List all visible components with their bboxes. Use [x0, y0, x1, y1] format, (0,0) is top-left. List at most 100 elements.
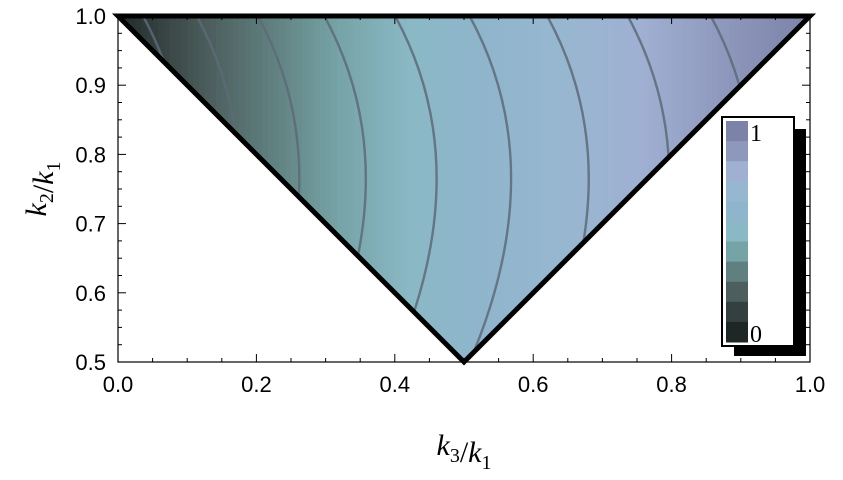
- heat-strip: [469, 16, 477, 362]
- heat-strip: [504, 16, 511, 362]
- heat-strip: [360, 16, 367, 362]
- legend-swatch: [726, 141, 748, 162]
- x-tick-label: 1.0: [795, 372, 826, 397]
- legend-swatch: [726, 241, 748, 263]
- y-tick-label: 0.8: [75, 142, 106, 167]
- legend-swatch: [726, 261, 748, 283]
- heat-strip: [533, 16, 540, 362]
- heat-strip: [152, 16, 159, 362]
- x-axis-label: k3/k1: [437, 429, 492, 474]
- colorbar-legend: 1 0: [721, 116, 806, 356]
- heat-strip: [192, 16, 200, 362]
- heat-strip: [377, 16, 384, 362]
- heat-strip: [210, 16, 217, 362]
- heat-strip: [694, 16, 702, 362]
- x-tick-label: 0.4: [380, 372, 411, 397]
- heat-strip: [579, 16, 586, 362]
- heat-strip: [498, 16, 505, 362]
- heat-strip: [135, 16, 142, 362]
- x-tick-labels: 0.0 0.2 0.4 0.6 0.8 1.0: [103, 372, 826, 397]
- heat-strip: [239, 16, 246, 362]
- heat-strip: [671, 16, 678, 362]
- heat-strip: [625, 16, 632, 362]
- heat-strip: [475, 16, 482, 362]
- heat-strip: [613, 16, 621, 362]
- heat-strip: [383, 16, 390, 362]
- heat-strip: [435, 16, 442, 362]
- heat-strip: [521, 16, 529, 362]
- heat-strip: [567, 16, 575, 362]
- heat-strip: [608, 16, 615, 362]
- heat-strip: [146, 16, 154, 362]
- y-tick-label: 0.9: [75, 73, 106, 98]
- x-tick-label: 0.2: [241, 372, 272, 397]
- legend-swatch: [726, 301, 748, 323]
- heatmap-fill: [118, 16, 810, 362]
- heat-strip: [244, 16, 252, 362]
- heat-strip: [492, 16, 500, 362]
- heat-strip: [660, 16, 667, 362]
- heat-strip: [273, 16, 281, 362]
- heat-strip: [590, 16, 598, 362]
- legend-swatch: [726, 121, 748, 142]
- heat-strip: [683, 16, 690, 362]
- heat-strip: [371, 16, 379, 362]
- heat-strip: [700, 16, 707, 362]
- heat-strip: [562, 16, 569, 362]
- heat-strip: [440, 16, 448, 362]
- heat-strip: [642, 16, 650, 362]
- heat-strip: [619, 16, 627, 362]
- heat-strip: [446, 16, 454, 362]
- heat-strip: [481, 16, 488, 362]
- x-tick-label: 0.8: [656, 372, 687, 397]
- heat-strip: [550, 16, 557, 362]
- contour-line: [468, 16, 513, 362]
- heat-strip: [204, 16, 211, 362]
- heat-strip: [654, 16, 661, 362]
- heat-strip: [221, 16, 229, 362]
- legend-swatch: [726, 161, 748, 182]
- heat-strip: [400, 16, 407, 362]
- heat-strip: [458, 16, 465, 362]
- heat-strip: [256, 16, 263, 362]
- heat-strip: [527, 16, 534, 362]
- heat-strip: [464, 16, 471, 362]
- heat-strip: [665, 16, 673, 362]
- heat-strip: [596, 16, 603, 362]
- y-axis-label: k2/k1: [20, 162, 65, 217]
- heat-strip: [342, 16, 350, 362]
- heat-strip: [365, 16, 373, 362]
- heat-strip: [319, 16, 327, 362]
- x-tick-label: 0.6: [518, 372, 549, 397]
- heat-strip: [394, 16, 402, 362]
- x-tick-label: 0.0: [103, 372, 134, 397]
- heat-strip: [429, 16, 436, 362]
- heat-strip: [233, 16, 240, 362]
- heat-strip: [181, 16, 188, 362]
- heat-strip: [348, 16, 356, 362]
- heat-strip: [141, 16, 148, 362]
- heat-strip: [423, 16, 430, 362]
- y-tick-label: 0.6: [75, 281, 106, 306]
- heat-strip: [602, 16, 609, 362]
- heat-strip: [331, 16, 338, 362]
- y-tick-label: 0.5: [75, 350, 106, 375]
- heat-strip: [314, 16, 321, 362]
- legend-swatches: [726, 121, 748, 343]
- y-tick-label: 1.0: [75, 4, 106, 29]
- heat-strip: [129, 16, 136, 362]
- legend-swatch: [726, 321, 748, 343]
- heat-strip: [573, 16, 580, 362]
- heat-strip: [556, 16, 563, 362]
- heat-strip: [711, 16, 719, 362]
- legend-min-label: 0: [750, 322, 762, 348]
- legend-swatch: [726, 181, 748, 202]
- heat-strip: [262, 16, 269, 362]
- y-tick-label: 0.7: [75, 212, 106, 237]
- heat-strip: [510, 16, 517, 362]
- heat-strip: [187, 16, 194, 362]
- heat-strip: [706, 16, 713, 362]
- legend-max-label: 1: [750, 121, 762, 147]
- heat-strip: [175, 16, 183, 362]
- legend-swatch: [726, 281, 748, 303]
